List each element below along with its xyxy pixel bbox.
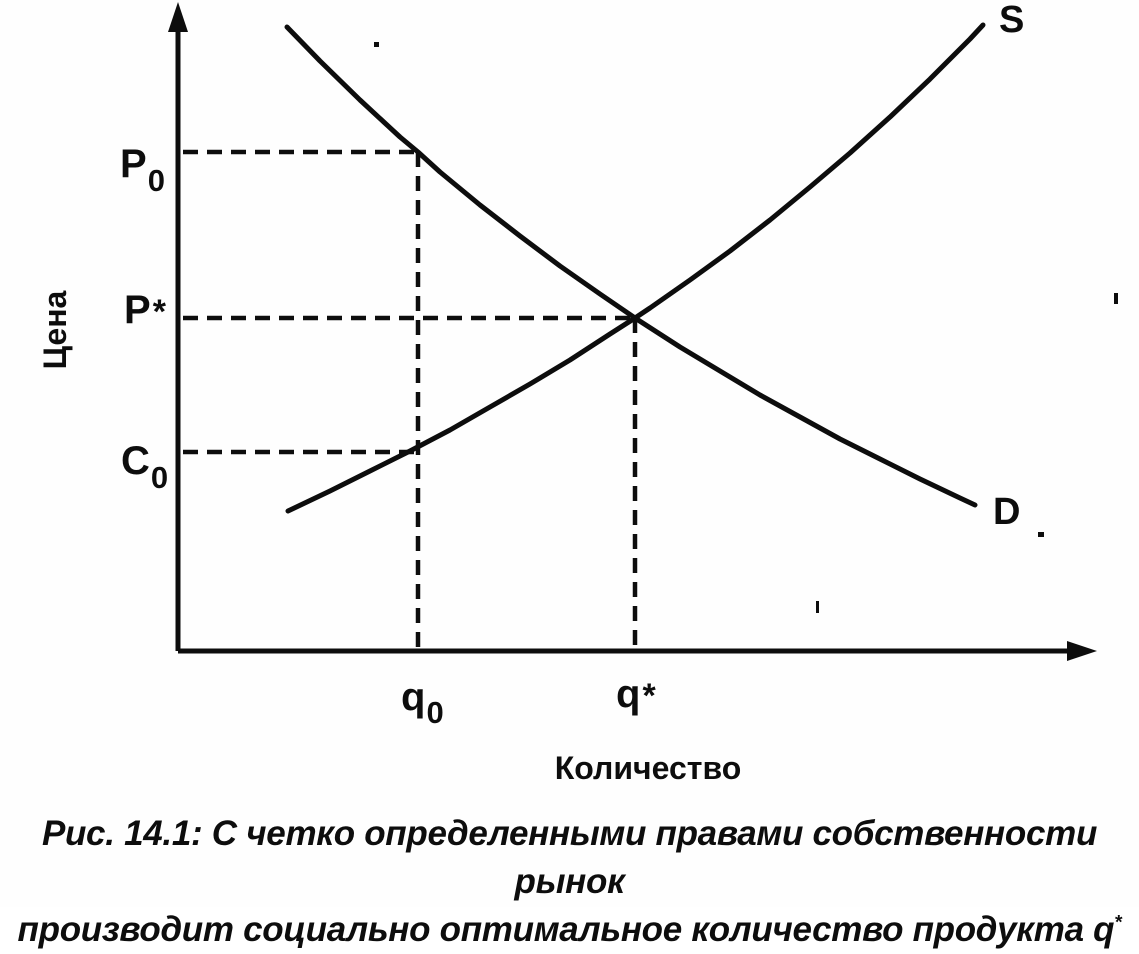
demand-curve-label: D (993, 491, 1020, 533)
label-p0-main: P (120, 142, 147, 186)
x-axis-title: Количество (555, 750, 742, 786)
curves (284, 22, 986, 514)
y-axis-title: Цена (37, 290, 73, 369)
supply-demand-chart: P0 P* C0 q0 q* S D Цена Количество (37, 0, 1118, 786)
scan-speck-2 (1038, 532, 1044, 537)
label-c0: C0 (121, 439, 168, 495)
supply-curve-label: S (999, 0, 1024, 41)
supply-curve (285, 22, 986, 514)
x-axis-arrowhead (1067, 641, 1097, 661)
figure-caption: Рис. 14.1: С четко определенными правами… (0, 810, 1139, 954)
label-p-star-superscript: * (153, 293, 167, 331)
label-p0-subscript: 0 (148, 163, 165, 198)
caption-q-star-superscript: * (1114, 912, 1122, 934)
scanned-textbook-figure: P0 P* C0 q0 q* S D Цена Количество Рис. … (17, 0, 1122, 949)
scan-speck-1 (374, 42, 379, 47)
label-c0-main: C (121, 439, 150, 483)
label-q0-subscript: 0 (426, 695, 443, 730)
label-q-star-superscript: * (642, 677, 656, 715)
dashed-guides (183, 149, 638, 648)
scan-speck-4 (816, 601, 819, 613)
scan-speck-3 (1114, 293, 1118, 304)
label-p-star-main: P (124, 288, 151, 332)
label-q0: q0 (401, 675, 444, 730)
label-p-star: P* (124, 288, 167, 332)
demand-curve (284, 24, 978, 508)
axes (168, 2, 1097, 661)
label-c0-subscript: 0 (151, 460, 168, 495)
label-q-star-main: q (616, 672, 640, 716)
label-q-star: q* (616, 672, 656, 716)
label-p0: P0 (120, 142, 165, 198)
y-axis-arrowhead (168, 2, 188, 32)
caption-line-2-text: производит социально оптимальное количес… (17, 910, 1115, 949)
caption-line-1: Рис. 14.1: С четко определенными правами… (41, 814, 1098, 901)
caption-line-2: производит социально оптимальное количес… (0, 906, 1139, 954)
scan-artifacts (374, 42, 1118, 613)
label-q0-main: q (401, 675, 425, 719)
